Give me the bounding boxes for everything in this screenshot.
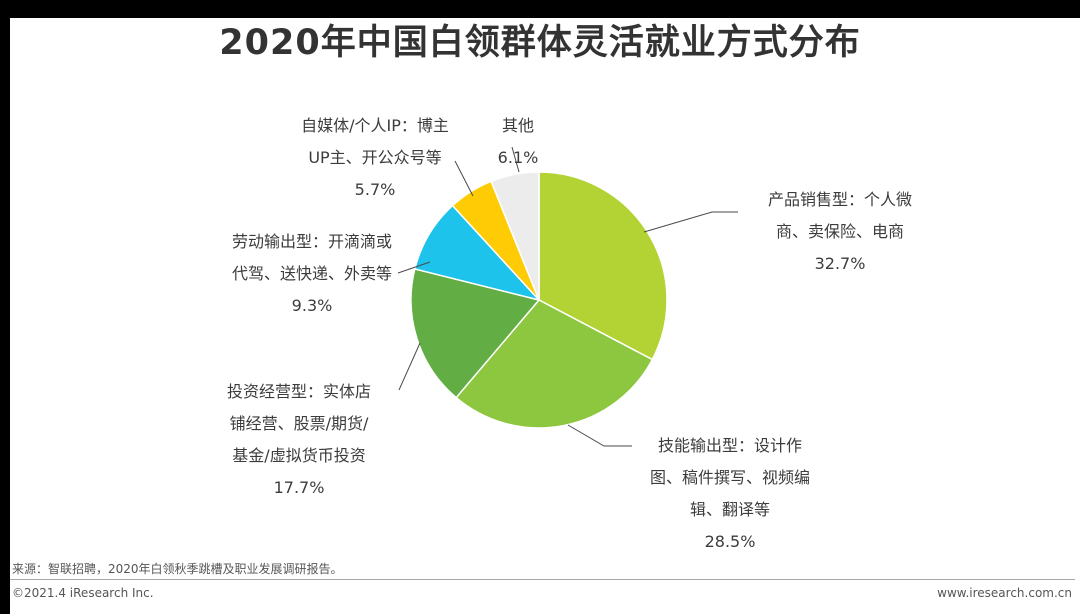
label-line: 辑、翻译等 — [689, 500, 770, 519]
label-skill-output: 技能输出型：设计作 图、稿件撰写、视频编 辑、翻译等 28.5% — [622, 430, 838, 558]
slice-other — [490, 171, 540, 301]
label-line: 基金/虚拟货币投资 — [232, 446, 366, 465]
label-percent: 5.7% — [354, 180, 396, 199]
label-line: UP主、开公众号等 — [308, 148, 442, 167]
label-line: 铺经营、股票/期货/ — [229, 414, 369, 433]
label-percent: 9.3% — [291, 296, 333, 315]
label-line: 劳动输出型：开滴滴或 — [231, 232, 392, 251]
label-line: 其他 — [501, 116, 534, 135]
top-black-bar — [0, 0, 1080, 18]
label-percent: 28.5% — [704, 532, 756, 551]
label-investment: 投资经营型：实体店 铺经营、股票/期货/ 基金/虚拟货币投资 17.7% — [199, 376, 399, 504]
label-line: 投资经营型：实体店 — [226, 382, 371, 401]
label-line: 自媒体/个人IP：博主 — [301, 116, 449, 135]
label-line: 商、卖保险、电商 — [775, 222, 904, 241]
slice-skill-output — [455, 299, 654, 429]
label-percent: 17.7% — [273, 478, 325, 497]
label-self-media: 自媒体/个人IP：博主 UP主、开公众号等 5.7% — [269, 110, 481, 206]
left-black-bar — [0, 0, 10, 614]
leader-self-media — [454, 160, 474, 197]
leader-labor-output — [397, 261, 431, 274]
label-line: 图、稿件撰写、视频编 — [649, 468, 810, 487]
label-labor-output: 劳动输出型：开滴滴或 代驾、送快递、外卖等 9.3% — [204, 226, 420, 322]
label-product-sales: 产品销售型：个人微 商、卖保险、电商 32.7% — [732, 184, 948, 280]
label-line: 技能输出型：设计作 — [657, 436, 802, 455]
leader-investment — [398, 342, 421, 391]
label-percent: 32.7% — [814, 254, 866, 273]
label-line: 代驾、送快递、外卖等 — [231, 264, 392, 283]
label-percent: 6.1% — [497, 148, 539, 167]
footer-divider — [10, 579, 1075, 580]
chart-title: 2020年中国白领群体灵活就业方式分布 — [219, 23, 861, 63]
leader-product-sales — [643, 211, 738, 233]
label-other: 其他 6.1% — [478, 110, 558, 174]
slice-investment — [410, 268, 541, 399]
website-link[interactable]: www.iresearch.com.cn — [937, 586, 1072, 600]
leader-skill-output — [567, 424, 632, 447]
leader-other — [511, 146, 520, 173]
slice-product-sales — [538, 171, 668, 361]
label-line: 产品销售型：个人微 — [767, 190, 912, 209]
copyright: ©2021.4 iResearch Inc. — [12, 586, 154, 600]
source-note: 来源：智联招聘，2020年白领秋季跳槽及职业发展调研报告。 — [12, 562, 343, 576]
